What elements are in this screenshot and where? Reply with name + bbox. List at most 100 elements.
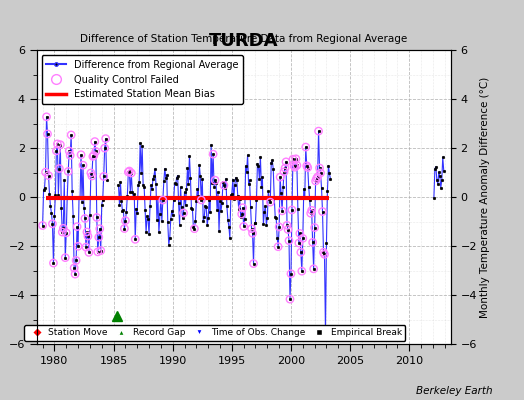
Point <box>248 230 257 236</box>
Point <box>293 162 301 168</box>
Point <box>95 226 104 232</box>
Point <box>274 244 282 250</box>
Point <box>313 174 322 180</box>
Point <box>318 208 326 215</box>
Point <box>299 235 307 242</box>
Point <box>59 225 68 232</box>
Point <box>298 268 306 274</box>
Point <box>247 226 256 232</box>
Point <box>190 226 199 232</box>
Point <box>61 254 70 261</box>
Point <box>179 210 188 216</box>
Point <box>74 243 82 250</box>
Point <box>120 225 128 232</box>
Point <box>209 151 217 157</box>
Point <box>81 215 89 222</box>
Point <box>320 251 329 258</box>
Point <box>93 214 101 221</box>
Legend: Station Move, Record Gap, Time of Obs. Change, Empirical Break: Station Move, Record Gap, Time of Obs. C… <box>24 325 406 341</box>
Point <box>94 234 103 240</box>
Point <box>94 249 102 255</box>
Point <box>58 229 67 235</box>
Point <box>84 233 92 239</box>
Point <box>101 145 109 151</box>
Point <box>96 247 105 254</box>
Point <box>42 114 51 120</box>
Point <box>288 207 296 213</box>
Point <box>71 271 79 277</box>
Point <box>102 136 110 142</box>
Point <box>311 178 320 184</box>
Point <box>52 148 61 154</box>
Point <box>315 165 324 171</box>
Point <box>124 169 133 175</box>
Point <box>301 144 310 150</box>
Point <box>85 249 93 256</box>
Point <box>294 240 303 246</box>
Point <box>64 168 72 175</box>
Y-axis label: Monthly Temperature Anomaly Difference (°C): Monthly Temperature Anomaly Difference (… <box>479 76 489 318</box>
Point <box>283 222 291 228</box>
Point <box>303 164 312 171</box>
Point <box>48 221 57 227</box>
Point <box>90 152 98 159</box>
Point <box>308 207 316 214</box>
Point <box>108 328 117 335</box>
Point <box>197 197 205 203</box>
Point <box>121 218 129 224</box>
Point <box>281 165 289 171</box>
Point <box>82 244 90 250</box>
Point <box>70 265 78 271</box>
Point <box>266 199 275 205</box>
Point <box>285 238 293 244</box>
Point <box>62 230 70 236</box>
Point <box>53 141 61 147</box>
Point <box>310 224 319 231</box>
Point <box>292 156 300 162</box>
Point <box>49 260 58 266</box>
Point <box>56 142 64 148</box>
Point <box>287 270 295 277</box>
Point <box>307 210 315 216</box>
Point <box>275 224 283 230</box>
Point <box>38 222 47 229</box>
Point <box>55 165 63 172</box>
Point <box>319 249 328 256</box>
Point <box>297 249 305 256</box>
Point <box>100 173 108 180</box>
Point <box>302 163 311 169</box>
Point <box>79 162 87 168</box>
Point <box>237 211 246 217</box>
Point <box>88 173 96 179</box>
Point <box>211 177 219 183</box>
Point <box>86 170 95 176</box>
Point <box>89 153 97 160</box>
Point <box>131 236 139 242</box>
Point <box>72 257 80 264</box>
Title: TURDA: TURDA <box>209 32 278 50</box>
Point <box>309 239 317 246</box>
Point <box>73 224 81 230</box>
Point <box>310 266 318 272</box>
Point <box>238 204 247 211</box>
Point <box>83 229 91 235</box>
Point <box>278 208 286 214</box>
Point <box>316 170 325 176</box>
Point <box>280 169 288 175</box>
Point <box>91 138 99 145</box>
Point <box>220 182 228 188</box>
Point <box>127 170 136 176</box>
Point <box>314 128 323 134</box>
Point <box>289 156 297 162</box>
Point <box>41 169 50 175</box>
Point <box>284 226 292 233</box>
Point <box>291 164 299 170</box>
Point <box>282 159 290 165</box>
Point <box>276 174 285 180</box>
Text: Berkeley Earth: Berkeley Earth <box>416 386 493 396</box>
Point <box>92 148 100 154</box>
Point <box>290 162 298 169</box>
Point <box>312 175 321 182</box>
Point <box>77 152 85 158</box>
Point <box>67 132 75 138</box>
